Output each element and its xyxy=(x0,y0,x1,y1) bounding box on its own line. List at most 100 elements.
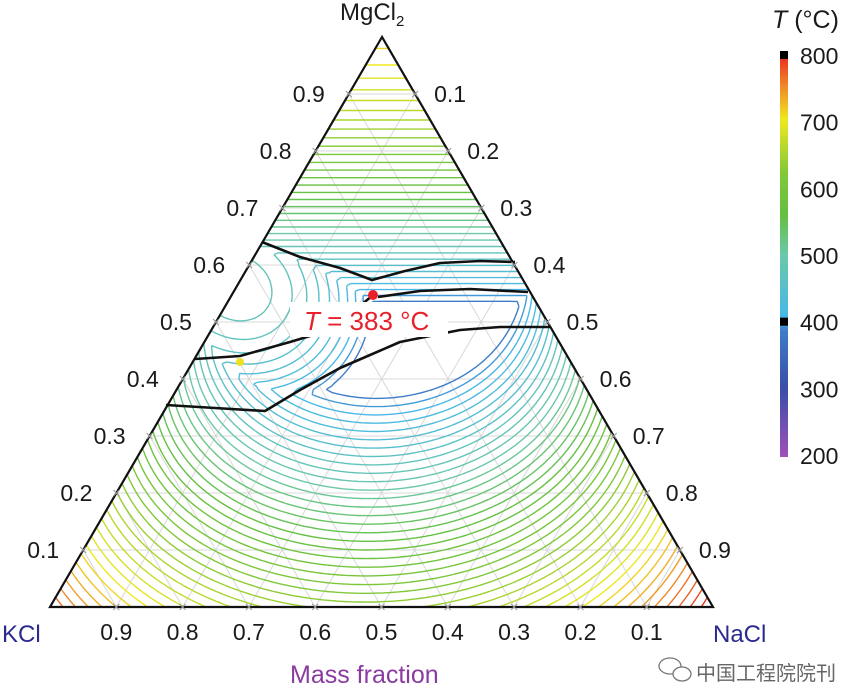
edge-tick-mark xyxy=(477,204,485,212)
left-tick-label: 0.3 xyxy=(94,423,126,449)
edge-tick-mark xyxy=(511,261,518,269)
contour-540 xyxy=(167,205,590,525)
right-tick-label: 0.9 xyxy=(699,537,731,563)
left-tick-label: 0.6 xyxy=(193,252,225,278)
edge-tick-mark xyxy=(510,603,518,611)
edge-tick-mark xyxy=(643,603,651,611)
right-tick-label: 0.8 xyxy=(666,480,698,506)
corner-label-kcl: KCl xyxy=(2,621,41,648)
boundary-upper-right xyxy=(377,287,529,299)
colorbar-tick-label: 300 xyxy=(800,376,838,402)
colorbar-marker xyxy=(780,317,788,326)
edge-tick-mark xyxy=(643,489,651,497)
contour-490 xyxy=(192,239,568,483)
edge-tick-mark xyxy=(179,603,186,611)
left-tick-label: 0.2 xyxy=(60,480,92,506)
edge-tick-mark xyxy=(146,432,153,440)
corner-label-mgcl2: MgCl2 xyxy=(340,0,404,30)
contour-660 xyxy=(106,109,645,608)
contour-690 xyxy=(90,77,659,608)
left-tick-label: 0.1 xyxy=(27,537,59,563)
watermark-text: 中国工程院院刊 xyxy=(696,662,836,685)
bottom-tick-label: 0.9 xyxy=(100,619,132,645)
contour-780 xyxy=(689,588,703,608)
right-tick-label: 0.6 xyxy=(600,366,632,392)
right-tick-label: 0.1 xyxy=(434,81,466,107)
contour-470 xyxy=(203,252,559,466)
contour-570 xyxy=(152,184,603,551)
annotation-value: = 383 °C xyxy=(320,306,429,336)
edge-tick-mark xyxy=(312,147,319,155)
contour-600 xyxy=(136,161,617,577)
edge-tick-marks xyxy=(79,90,684,611)
contour-610 xyxy=(131,153,622,586)
axis-title: Mass fraction xyxy=(290,661,439,686)
contour-790 xyxy=(700,597,708,608)
annotation-italic-t: T xyxy=(304,306,322,336)
right-tick-label: 0.5 xyxy=(567,309,599,335)
bottom-tick-label: 0.3 xyxy=(498,619,530,645)
colorbar-tick-label: 600 xyxy=(800,176,838,202)
contour-630 xyxy=(121,137,631,603)
edge-tick-mark xyxy=(279,204,286,212)
edge-tick-mark xyxy=(577,375,584,383)
mgcl-text: MgCl xyxy=(340,0,396,26)
contour-670 xyxy=(100,99,650,608)
gridline xyxy=(215,321,382,608)
contour-530 xyxy=(172,212,585,517)
gridline xyxy=(579,492,648,608)
eutectic-point-marker xyxy=(368,290,378,300)
right-tick-label: 0.4 xyxy=(533,252,565,278)
edge-tick-mark xyxy=(610,432,618,440)
colorbar-tick-label: 200 xyxy=(800,443,838,469)
contour-730 xyxy=(70,545,679,608)
wechat-icon xyxy=(658,657,692,682)
colorbar-tick-label: 700 xyxy=(800,110,838,136)
edge-tick-mark xyxy=(212,318,220,326)
right-tick-label: 0.3 xyxy=(500,195,532,221)
left-tick-label: 0.5 xyxy=(160,309,192,335)
colorbar-tick-label: 400 xyxy=(800,310,838,336)
contour-720 xyxy=(75,537,674,608)
subscript-2: 2 xyxy=(396,13,404,30)
contour-650 xyxy=(111,119,640,608)
contour-760 xyxy=(55,571,693,608)
gridline xyxy=(348,93,648,608)
gridline xyxy=(447,378,582,608)
edge-tick-mark xyxy=(544,318,551,326)
bottom-tick-label: 0.4 xyxy=(432,619,464,645)
annotation-box xyxy=(290,302,448,337)
colorbar-ticks: 800 700 600 500 400 300 200 xyxy=(780,43,838,469)
tick-labels: 0.1 0.2 0.3 0.4 0.5 0.6 0.7 0.8 0.9 0.1 0.2 0.3 0.4 0… xyxy=(27,81,731,645)
contour-680 xyxy=(95,89,655,608)
edge-tick-mark xyxy=(577,603,584,611)
right-tick-label: 0.2 xyxy=(467,138,499,164)
colorbar-title-t: T xyxy=(772,6,789,34)
edge-tick-mark xyxy=(245,261,253,269)
contour-430 xyxy=(253,276,542,433)
corner-label-nacl: NaCl xyxy=(713,621,766,648)
contour-580 xyxy=(146,177,608,560)
contour-lines xyxy=(49,47,708,608)
colorbar xyxy=(780,52,788,457)
gridline xyxy=(281,207,515,608)
bottom-tick-label: 0.7 xyxy=(233,619,265,645)
edge-tick-mark xyxy=(345,90,353,98)
colorbar-title-unit: (°C) xyxy=(787,6,839,34)
edge-tick-mark xyxy=(311,603,319,611)
bottom-tick-label: 0.2 xyxy=(564,619,596,645)
boundary-mgcl2-top xyxy=(261,240,516,282)
right-tick-label: 0.7 xyxy=(633,423,665,449)
edge-tick-mark xyxy=(378,603,385,611)
watermark: 中国工程院院刊 xyxy=(658,657,836,685)
edge-tick-mark xyxy=(179,375,187,383)
edge-tick-mark xyxy=(444,603,452,611)
contour-440 xyxy=(238,270,546,441)
gridline xyxy=(646,549,681,608)
edge-tick-mark xyxy=(444,147,452,155)
left-tick-label: 0.8 xyxy=(260,138,292,164)
edge-tick-mark xyxy=(676,546,684,554)
bottom-tick-label: 0.5 xyxy=(366,619,398,645)
bottom-tick-label: 0.6 xyxy=(299,619,331,645)
